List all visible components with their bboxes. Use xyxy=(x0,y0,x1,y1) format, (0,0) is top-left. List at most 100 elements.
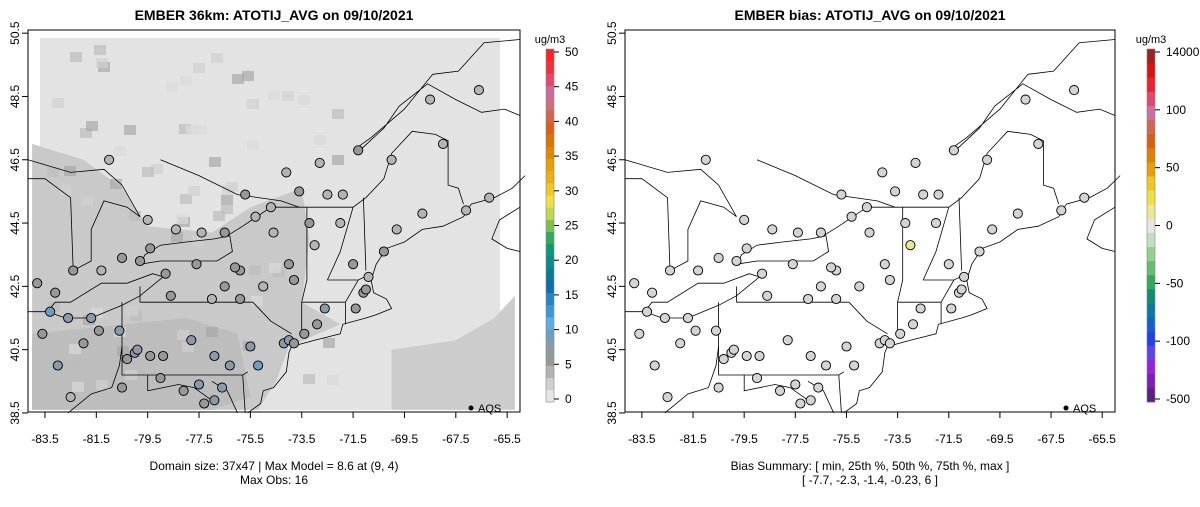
colorbar-swatch xyxy=(546,134,554,147)
colorbar-swatch xyxy=(546,304,554,318)
colorbar-swatch xyxy=(1147,161,1155,177)
colorbar-swatch xyxy=(546,207,554,220)
lake-outline xyxy=(736,235,830,265)
x-tick-label: -83.5 xyxy=(31,432,59,446)
station-marker xyxy=(982,154,993,165)
colorbar-swatch xyxy=(546,328,554,342)
colorbar-tick-label: 10 xyxy=(565,323,579,337)
station-marker xyxy=(155,373,166,384)
concentration-map: AQS -83.5 -81.5 -79.5 -77.5 -75.5 -73.5 -71.5 -6… xyxy=(8,21,579,446)
model-grid-cell xyxy=(117,346,129,356)
colorbar-swatch xyxy=(546,170,554,184)
model-grid-cell xyxy=(114,146,126,156)
x-tick-label: -75.5 xyxy=(237,432,265,446)
station-marker xyxy=(235,293,246,305)
coastline xyxy=(1086,200,1116,252)
colorbar-swatch xyxy=(1147,218,1155,233)
model-grid-cell xyxy=(180,76,192,86)
y-tick-label: 50.5 xyxy=(8,21,22,45)
colorbar-swatch xyxy=(546,280,554,293)
y-tick-label: 50.5 xyxy=(605,21,619,45)
coastline xyxy=(843,175,1121,414)
left-map-title: EMBER 36km: ATOTIJ_AVG on 09/10/2021 xyxy=(135,7,414,23)
colorbar-tick-label: -100 xyxy=(1166,334,1190,348)
station-marker xyxy=(337,189,348,200)
station-marker xyxy=(360,284,371,295)
station-marker xyxy=(762,290,773,301)
x-tick-label: -69.5 xyxy=(391,432,419,446)
station-marker xyxy=(1056,205,1067,216)
state-border xyxy=(327,207,354,281)
station-marker xyxy=(849,360,860,371)
station-marker xyxy=(193,379,205,390)
model-grid-cell xyxy=(186,125,198,135)
colorbar-swatch xyxy=(546,97,554,111)
station-marker xyxy=(905,240,916,251)
colorbar-swatch xyxy=(546,341,554,354)
plot-frame xyxy=(624,29,1116,413)
colorbar-swatch xyxy=(546,353,554,366)
station-marker xyxy=(815,281,826,292)
station-marker xyxy=(353,145,364,156)
colorbar-tick-label: 15 xyxy=(565,288,579,302)
state-border xyxy=(242,374,246,413)
lake-outline xyxy=(624,159,737,272)
y-tick-label: 38.5 xyxy=(605,401,619,425)
aqs-legend-label: AQS xyxy=(1073,403,1096,415)
station-marker xyxy=(662,392,673,403)
station-marker xyxy=(659,312,670,324)
y-tick-label: 48.5 xyxy=(8,84,22,108)
model-grid-cell xyxy=(47,167,59,177)
station-markers xyxy=(629,85,1090,409)
station-marker xyxy=(219,227,230,238)
model-grid-cell xyxy=(182,342,194,352)
station-marker xyxy=(841,341,852,352)
station-marker xyxy=(700,154,711,165)
model-grid-cell xyxy=(247,99,259,109)
model-grid-cell xyxy=(48,302,60,312)
station-marker xyxy=(959,271,970,282)
colorbar-swatch xyxy=(1147,232,1155,248)
y-tick-label: 46.5 xyxy=(605,148,619,172)
station-marker xyxy=(93,325,104,336)
station-marker xyxy=(229,262,241,273)
model-grid-cell xyxy=(129,211,141,221)
x-tick-label: -69.5 xyxy=(986,432,1014,446)
station-marker xyxy=(879,259,890,270)
model-grid-cell xyxy=(180,194,192,204)
station-marker xyxy=(363,271,374,282)
state-border xyxy=(67,346,123,414)
aqs-legend-symbol xyxy=(1063,405,1069,411)
station-marker xyxy=(634,328,645,339)
station-marker xyxy=(647,287,658,298)
station-marker xyxy=(288,338,300,349)
model-grid-cell xyxy=(268,90,280,100)
model-grid-cell xyxy=(332,109,344,119)
y-tick-label: 44.5 xyxy=(605,211,619,235)
colorbar-tick-label: 0 xyxy=(1166,219,1173,233)
station-marker xyxy=(425,94,436,105)
state-border xyxy=(922,207,950,281)
station-marker xyxy=(728,344,739,355)
station-marker xyxy=(948,145,959,156)
station-marker xyxy=(116,382,128,393)
lake-outline xyxy=(139,235,233,265)
station-marker xyxy=(268,227,279,238)
station-marker xyxy=(918,189,929,200)
station-marker xyxy=(943,259,954,270)
colorbar-tick-label: 50 xyxy=(1166,161,1180,175)
model-grid-cell xyxy=(221,195,233,205)
station-marker xyxy=(751,373,763,384)
state-border xyxy=(958,197,962,271)
x-tick-label: -71.5 xyxy=(935,432,963,446)
colorbar-tick-label: -50 xyxy=(1166,276,1184,290)
station-marker xyxy=(473,85,484,96)
station-marker xyxy=(240,189,251,200)
model-grid-cell xyxy=(314,135,326,145)
station-marker xyxy=(165,290,176,301)
station-marker xyxy=(1012,208,1023,219)
colorbar-swatch xyxy=(1147,105,1155,120)
station-marker xyxy=(774,385,786,396)
state-border xyxy=(736,301,888,335)
